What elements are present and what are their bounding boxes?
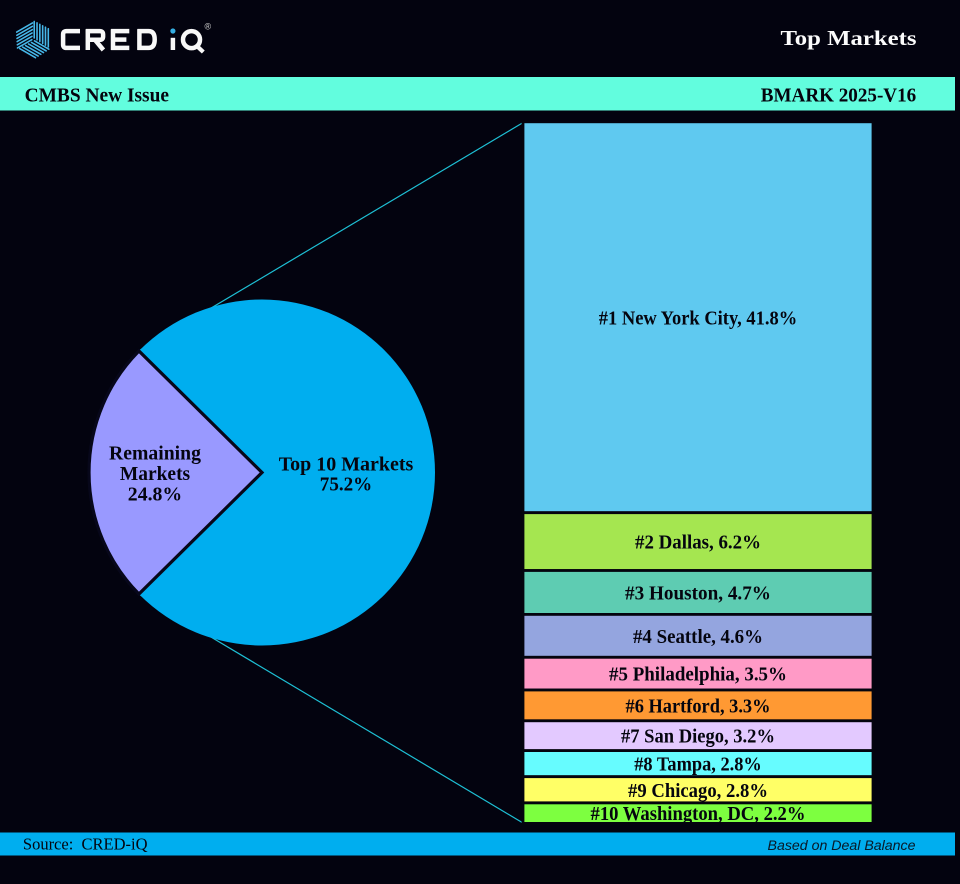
svg-text:Top Markets: Top Markets	[781, 26, 917, 50]
svg-text:Source: CRED-iQ: Source: CRED-iQ	[23, 834, 148, 853]
svg-text:#3 Houston, 4.7%: #3 Houston, 4.7%	[625, 582, 771, 604]
svg-text:#9 Chicago, 2.8%: #9 Chicago, 2.8%	[628, 780, 768, 802]
svg-text:BMARK 2025-V16: BMARK 2025-V16	[761, 85, 916, 107]
svg-text:#4 Seattle, 4.6%: #4 Seattle, 4.6%	[633, 626, 763, 648]
svg-text:Remaining: Remaining	[109, 443, 202, 465]
svg-text:75.2%: 75.2%	[320, 474, 372, 496]
svg-text:#8 Tampa, 2.8%: #8 Tampa, 2.8%	[634, 754, 762, 776]
svg-text:#6 Hartford, 3.3%: #6 Hartford, 3.3%	[626, 695, 771, 717]
svg-text:CMBS New Issue: CMBS New Issue	[25, 85, 169, 107]
svg-text:#7 San Diego, 3.2%: #7 San Diego, 3.2%	[621, 726, 775, 748]
svg-text:Top 10 Markets: Top 10 Markets	[279, 453, 414, 475]
svg-text:#5 Philadelphia, 3.5%: #5 Philadelphia, 3.5%	[609, 664, 787, 686]
svg-text:Markets: Markets	[120, 463, 190, 485]
svg-text:#10 Washington, DC, 2.2%: #10 Washington, DC, 2.2%	[591, 803, 806, 825]
svg-text:#2 Dallas, 6.2%: #2 Dallas, 6.2%	[635, 532, 761, 554]
svg-text:Based on Deal Balance: Based on Deal Balance	[768, 838, 916, 854]
svg-text:24.8%: 24.8%	[128, 484, 182, 506]
svg-text:®: ®	[204, 22, 211, 32]
svg-text:#1 New York City, 41.8%: #1 New York City, 41.8%	[599, 308, 798, 330]
